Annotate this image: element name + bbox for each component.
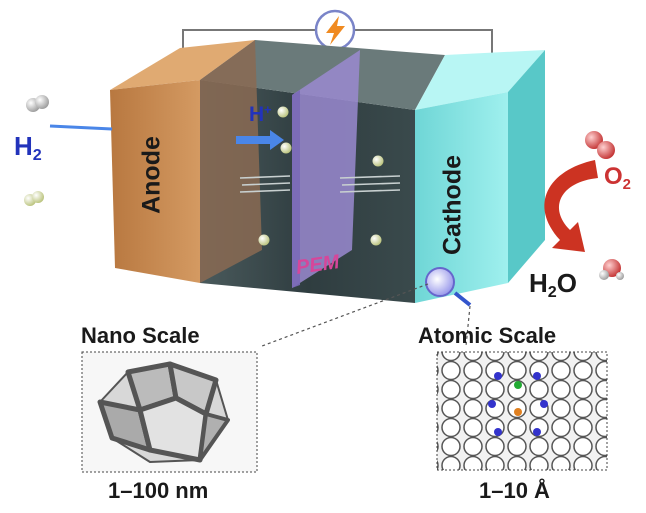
- zoom-lines: [261, 283, 471, 347]
- hydrogen-label: H2: [14, 133, 42, 163]
- atomic-scale-panel: [436, 351, 608, 471]
- magnifier-icon: [425, 267, 472, 307]
- hydrogen-input: [24, 95, 113, 206]
- water-label-h: H: [529, 268, 548, 298]
- dopant-atoms: [488, 372, 548, 436]
- curved-arrow-icon: [544, 160, 598, 252]
- nanocage-icon: [97, 361, 230, 463]
- oxygen-label-base: O: [604, 163, 623, 190]
- oxygen-label: O2: [604, 165, 631, 193]
- proton-label: H+: [249, 104, 272, 125]
- lightning-bolt-icon: [314, 9, 356, 51]
- nano-scale-title: Nano Scale: [81, 323, 200, 348]
- oxygen-output: [544, 131, 624, 280]
- anode-side: [200, 40, 262, 283]
- oxygen-label-sub: 2: [622, 176, 631, 193]
- proton-arrow-icon: [236, 130, 284, 150]
- membrane: [292, 50, 360, 288]
- anode-front: [110, 80, 200, 283]
- bipolar-plates: [239, 175, 401, 193]
- water-label: H2O: [529, 270, 577, 300]
- atomic-scale-range: 1–10 Å: [479, 478, 550, 503]
- cathode-front: [415, 92, 508, 303]
- proton-particles: [258, 106, 384, 246]
- atomic-scale-title: Atomic Scale: [418, 323, 557, 348]
- hydrogen-label-base: H: [14, 131, 33, 161]
- water-label-o: O: [556, 268, 577, 298]
- proton-label-charge: +: [264, 103, 272, 118]
- anode-top: [110, 40, 255, 90]
- oxygen-molecule-icon: [585, 131, 615, 159]
- hydrogen-label-sub: 2: [32, 146, 42, 165]
- cathode-label: Cathode: [438, 155, 467, 255]
- water-molecule-icon: [599, 259, 624, 280]
- cathode-side: [508, 50, 545, 283]
- hydrogen-molecule-icon: [24, 95, 49, 206]
- cathode-top: [415, 50, 545, 110]
- water-label-sub: 2: [547, 283, 557, 302]
- nano-scale-range: 1–100 nm: [108, 478, 209, 503]
- nano-scale-panel: [81, 351, 258, 473]
- fuel-cell: [110, 40, 545, 303]
- anode-label: Anode: [137, 136, 166, 214]
- proton-label-base: H: [249, 103, 265, 126]
